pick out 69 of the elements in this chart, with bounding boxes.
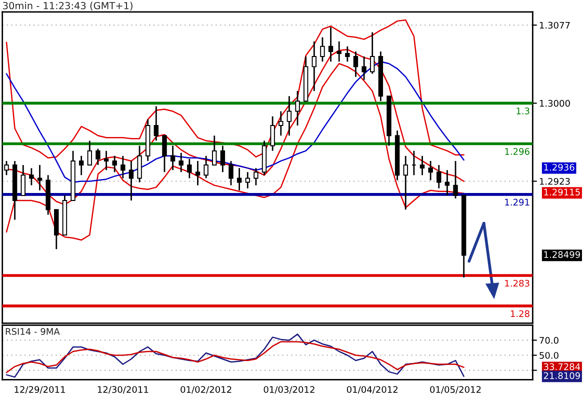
text: 1.2936	[544, 164, 574, 171]
candlestick	[345, 46, 350, 62]
line-series	[6, 341, 464, 374]
candlestick	[128, 160, 134, 202]
x-tick-label: 01/04/2012	[346, 386, 398, 394]
candlestick	[286, 95, 292, 136]
x-tick-label: 01/02/2012	[180, 386, 232, 394]
candlestick	[312, 40, 317, 92]
candlestick	[120, 155, 126, 179]
ref-line-label: 1.28	[510, 310, 530, 318]
candlestick	[254, 167, 258, 186]
candlestick	[96, 148, 100, 166]
candlestick	[320, 36, 325, 62]
candlestick	[204, 155, 208, 179]
candlestick	[270, 116, 275, 152]
candlestick	[154, 106, 159, 142]
ref-line-label: 1.3	[516, 108, 530, 114]
text: 21.8109	[544, 372, 580, 380]
chart-title: 30min - 11:23:43 (GMT+1)	[3, 2, 132, 10]
candlestick	[178, 152, 184, 173]
candlestick	[112, 155, 117, 173]
text: 1.28499	[544, 251, 580, 258]
y-tick-label: 50.0	[540, 352, 558, 359]
line-series	[6, 334, 464, 378]
ref-line-label: 1.291	[505, 198, 530, 206]
x-tick-label: 01/03/2012	[264, 386, 314, 394]
candlestick	[353, 50, 358, 78]
candlestick	[336, 40, 342, 62]
candlestick	[420, 155, 425, 176]
candlestick	[428, 160, 433, 181]
candlestick	[278, 110, 284, 136]
y-tick-label: 70.0	[540, 336, 558, 344]
candlestick	[295, 90, 300, 126]
candlestick	[37, 164, 42, 192]
candlestick	[29, 167, 34, 186]
x-tick-label: 12/30/2011	[98, 386, 148, 394]
candlestick	[436, 164, 442, 190]
candlestick	[403, 155, 408, 210]
y-tick-label: 1.3000	[540, 100, 570, 107]
ref-line-label: 1.283	[505, 280, 530, 287]
y-tick-label: 1.3077	[540, 22, 570, 29]
candlestick	[245, 171, 250, 190]
candlestick	[187, 158, 192, 179]
x-tick-label: 01/05/2012	[430, 386, 481, 394]
candlestick	[328, 26, 334, 62]
text: 33.7284	[544, 363, 580, 370]
ref-line-label: 1.296	[505, 148, 530, 155]
candlestick	[228, 160, 234, 186]
chart-title: RSI14 - 9MA	[6, 328, 60, 335]
line-series	[6, 63, 464, 241]
candlestick	[87, 140, 92, 166]
candlestick	[162, 134, 167, 173]
candlestick	[104, 150, 109, 171]
candlestick	[444, 169, 450, 196]
candlestick	[453, 160, 458, 200]
candlestick	[170, 145, 176, 171]
y-tick-label: 1.2923	[540, 178, 570, 185]
candlestick	[78, 155, 84, 176]
candlestick	[195, 160, 200, 186]
candlestick	[20, 164, 26, 196]
x-tick-label: 12/29/2011	[14, 386, 65, 394]
candlestick	[220, 145, 226, 173]
candlestick	[236, 167, 242, 192]
candlestick	[212, 134, 217, 166]
candlestick	[362, 56, 366, 81]
text: 1.29115	[544, 188, 580, 196]
candlestick	[137, 145, 142, 183]
line-series	[6, 19, 464, 159]
candlestick	[370, 32, 375, 74]
